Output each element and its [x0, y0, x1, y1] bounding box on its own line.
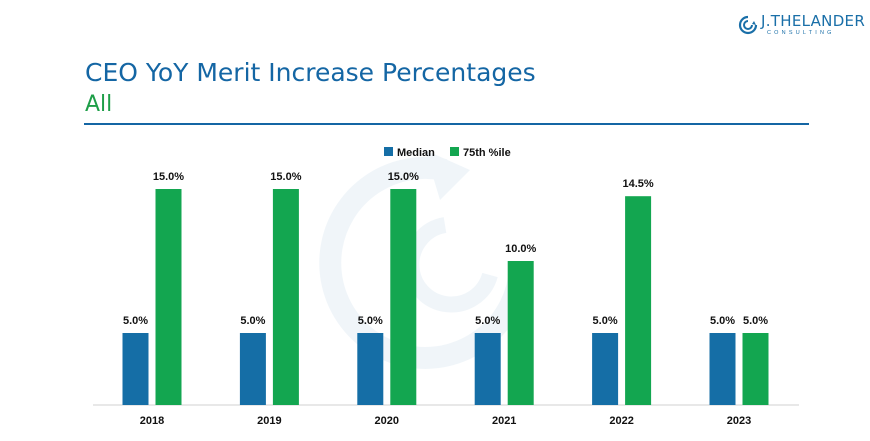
bar-median-2021 [474, 333, 501, 405]
x-tick-2023: 2023 [727, 415, 751, 427]
x-tick-2018: 2018 [140, 415, 164, 427]
legend-label-75th: 75th %ile [463, 147, 511, 159]
x-tick-2020: 2020 [375, 415, 399, 427]
title-divider [84, 123, 809, 125]
bar-p75-2018 [155, 189, 182, 405]
x-tick-labels: 2018 2019 2020 2021 2022 2023 [140, 415, 751, 427]
data-label-median-2018: 5.0% [123, 315, 148, 327]
logo-name: J.THELANDER [761, 12, 866, 30]
data-label-median-2023: 5.0% [710, 315, 735, 327]
bars: 5.0% 15.0% 5.0% 15.0% 5.0% 15.0% 5.0% 10.0% 5.0%… [122, 171, 769, 405]
bar-p75-2019 [272, 189, 299, 405]
data-label-p75-2019: 15.0% [270, 171, 301, 183]
x-tick-2019: 2019 [257, 415, 281, 427]
company-logo: J.THELANDER CONSULTING [738, 14, 865, 37]
legend-label-median: Median [397, 147, 435, 159]
data-label-p75-2023: 5.0% [743, 315, 768, 327]
data-label-median-2020: 5.0% [358, 315, 383, 327]
data-label-p75-2021: 10.0% [505, 243, 536, 255]
bar-median-2018 [122, 333, 149, 405]
legend-swatch-median [384, 147, 393, 156]
x-tick-2022: 2022 [609, 415, 633, 427]
bar-median-2023 [709, 333, 736, 405]
bar-p75-2022 [625, 196, 652, 405]
data-label-p75-2022: 14.5% [622, 178, 653, 190]
logo-subtitle: CONSULTING [767, 30, 835, 36]
legend-swatch-75th [450, 147, 459, 156]
x-tick-2021: 2021 [492, 415, 516, 427]
bar-median-2019 [239, 333, 266, 405]
legend: Median 75th %ile [384, 147, 511, 159]
data-label-median-2021: 5.0% [475, 315, 500, 327]
bar-p75-2021 [507, 261, 534, 405]
swirl-logo-icon [738, 16, 758, 35]
page-title: CEO YoY Merit Increase Percentages [85, 58, 536, 87]
data-label-p75-2018: 15.0% [153, 171, 184, 183]
bar-median-2022 [592, 333, 619, 405]
page-subtitle: All [85, 92, 113, 117]
data-label-p75-2020: 15.0% [388, 171, 419, 183]
watermark-swirl-icon [319, 150, 531, 369]
bar-p75-2020 [390, 189, 417, 405]
bar-median-2020 [357, 333, 384, 405]
data-label-median-2019: 5.0% [240, 315, 265, 327]
data-label-median-2022: 5.0% [593, 315, 618, 327]
bar-p75-2023 [742, 333, 769, 405]
